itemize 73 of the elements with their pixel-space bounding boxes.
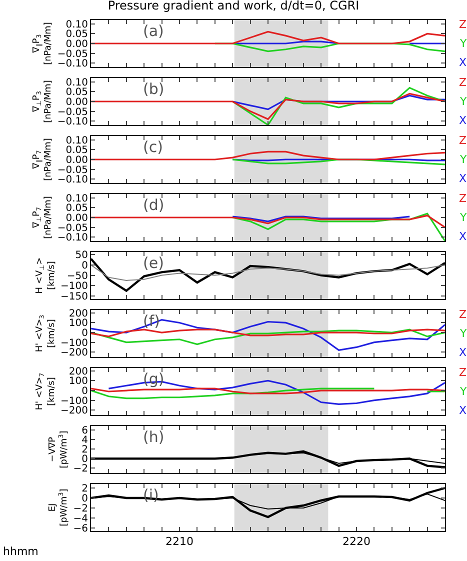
- y-tick-label: 50: [75, 250, 88, 262]
- y-tick-label: −4: [73, 514, 88, 524]
- annotation: (c): [143, 138, 163, 156]
- y-tick-label: −2: [73, 464, 88, 475]
- y-tick-label: −200: [60, 406, 88, 417]
- y-tick-label: 200: [68, 308, 88, 320]
- y-tick-label: −2: [73, 504, 88, 514]
- y-tick-label: 0.00: [66, 155, 88, 166]
- annotation: (d): [143, 196, 164, 214]
- y-tick-label: 0.00: [66, 39, 88, 50]
- y-tick-label: −0.10: [57, 232, 88, 244]
- y-tick-label: 4: [82, 434, 88, 446]
- y-tick-label: 0: [82, 328, 88, 340]
- y-tick-label: 2: [82, 484, 88, 494]
- series-label: Y: [459, 95, 467, 108]
- y-tick-label: 0.05: [66, 29, 88, 40]
- y-tick-label: 100: [68, 376, 88, 388]
- y-tick-label: 0.05: [66, 87, 88, 98]
- y-tick-label: −100: [60, 281, 88, 292]
- chart-title: Pressure gradient and work, d/dt=0, CGRI: [108, 0, 360, 12]
- annotation: (h): [143, 428, 164, 446]
- y-tick-label: −0.05: [57, 48, 88, 60]
- y-tick-label: −100: [60, 396, 88, 407]
- y-tick-label: −0.10: [57, 58, 88, 70]
- y-tick-label: −50: [66, 270, 88, 282]
- y-tick-label: −200: [60, 348, 88, 359]
- y-tick-label: 100: [68, 318, 88, 330]
- series-label: Z: [459, 308, 467, 321]
- y-tick-label: 0: [82, 454, 88, 466]
- y-tick-label: −150: [60, 291, 88, 302]
- y-tick-label: 200: [68, 366, 88, 378]
- x-tick-label: 2210: [166, 535, 194, 548]
- series-label: X: [459, 172, 467, 185]
- y-tick-label: 6: [82, 425, 88, 436]
- y-tick-label: −0.05: [57, 106, 88, 118]
- x-axis-title: hhmm: [3, 545, 38, 558]
- series-label: Z: [459, 134, 467, 147]
- y-tick-label: 0: [82, 386, 88, 398]
- annotation: (a): [143, 22, 164, 40]
- y-tick-label: 0: [82, 260, 88, 272]
- series-label: Z: [459, 76, 467, 89]
- y-tick-label: −0.10: [57, 174, 88, 186]
- series-label: Y: [459, 327, 467, 340]
- y-tick-label: 0.05: [66, 145, 88, 156]
- y-tick-label: 0: [82, 494, 88, 504]
- series-label: Z: [459, 366, 467, 379]
- y-tick-label: −0.05: [57, 222, 88, 234]
- series-label: Y: [459, 153, 467, 166]
- y-tick-label: −6: [73, 524, 88, 534]
- y-tick-label: −100: [60, 338, 88, 349]
- y-tick-label: 0.00: [66, 97, 88, 108]
- series-label: Y: [459, 385, 467, 398]
- series-label: Z: [459, 18, 467, 31]
- text: Z: [459, 192, 467, 205]
- annotation: (b): [143, 80, 164, 98]
- y-tick-label: 0.10: [66, 77, 88, 88]
- y-tick-label: −0.10: [57, 116, 88, 128]
- y-tick-label: 0.10: [66, 193, 88, 204]
- y-tick-label: 0.00: [66, 213, 88, 224]
- series-label: X: [459, 56, 467, 69]
- text: X: [459, 404, 467, 417]
- y-tick-label: 0.05: [66, 203, 88, 214]
- y-tick-label: 0.10: [66, 19, 88, 30]
- series-label: X: [459, 114, 467, 127]
- y-tick-label: 0.10: [66, 135, 88, 146]
- y-tick-label: 2: [82, 444, 88, 456]
- text: X: [459, 230, 467, 243]
- text: X: [459, 346, 467, 359]
- series-label: Y: [459, 211, 467, 224]
- series-label: Y: [459, 37, 467, 50]
- y-tick-label: −0.05: [57, 164, 88, 176]
- annotation: (e): [143, 254, 164, 272]
- x-tick-label: 2220: [342, 535, 370, 548]
